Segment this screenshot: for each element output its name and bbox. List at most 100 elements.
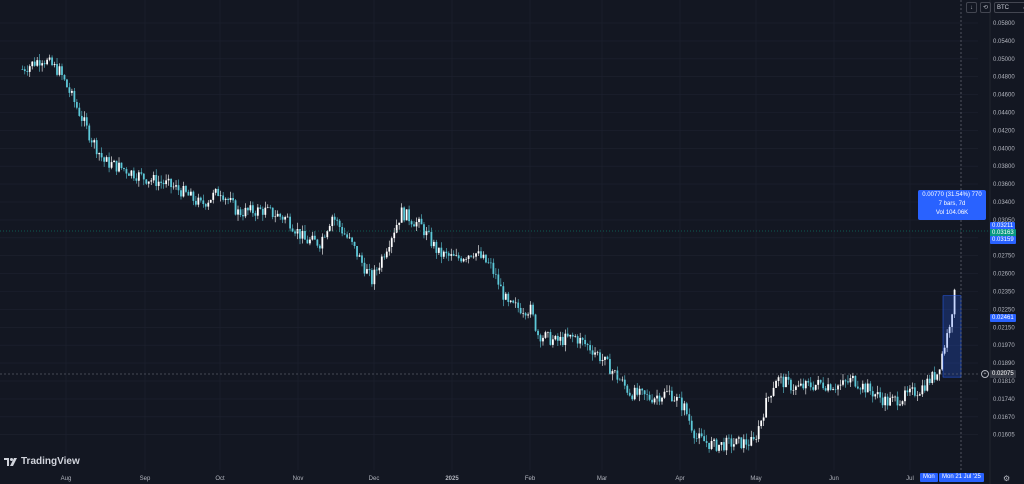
candle-body xyxy=(219,195,222,197)
y-tick-label: 0.03400 xyxy=(993,200,1015,206)
x-tick-label: Jun xyxy=(829,476,839,482)
candle-body xyxy=(901,401,904,405)
candle-body xyxy=(264,207,267,215)
x-tick-label: Jul xyxy=(906,476,914,482)
candle-body xyxy=(782,376,785,388)
candle-body xyxy=(465,258,468,260)
x-tick-label: Apr xyxy=(675,476,684,482)
candle-body xyxy=(88,125,91,141)
candle-body xyxy=(137,172,140,181)
candle-body xyxy=(556,335,559,341)
candle-body xyxy=(26,71,29,72)
candle-body xyxy=(31,61,34,67)
candle-body xyxy=(552,339,554,345)
candle-body xyxy=(609,358,611,375)
candle-body xyxy=(348,237,351,239)
settings-icon[interactable]: ⚙ xyxy=(1003,474,1011,483)
candle-body xyxy=(234,200,237,215)
candle-body xyxy=(120,162,123,169)
candle-body xyxy=(581,337,584,340)
tradingview-logo-icon xyxy=(4,457,17,466)
candle-body xyxy=(100,153,103,158)
candle-body xyxy=(720,442,723,445)
candle-body xyxy=(584,339,587,345)
candle-body xyxy=(93,140,96,143)
candle-body xyxy=(185,185,187,192)
candle-body xyxy=(576,336,579,344)
candle-body xyxy=(876,392,879,395)
candle-body xyxy=(204,204,207,207)
candle-body xyxy=(229,197,232,201)
candle-body xyxy=(328,226,331,232)
candle-body xyxy=(36,60,39,66)
candle-body xyxy=(108,157,110,168)
candle-body xyxy=(628,392,631,396)
y-tick-label: 0.03600 xyxy=(993,182,1015,188)
candle-body xyxy=(621,379,624,381)
price-tag-upper-c: 0.03159 xyxy=(990,236,1016,244)
candle-body xyxy=(928,378,931,384)
candle-body xyxy=(452,254,455,256)
candle-body xyxy=(415,222,418,227)
candle-body xyxy=(492,262,495,275)
candle-body xyxy=(646,394,649,395)
candle-body xyxy=(301,230,304,239)
candle-body xyxy=(162,182,165,185)
candle-body xyxy=(757,426,760,440)
candle-body xyxy=(723,442,725,451)
candle-body xyxy=(817,379,820,385)
candle-body xyxy=(809,382,812,388)
candle-body xyxy=(752,436,755,440)
add-alert-icon[interactable]: + xyxy=(981,370,989,378)
symbol-select[interactable]: BTC ⌄ xyxy=(994,2,1024,13)
y-tick-label: 0.02150 xyxy=(993,325,1015,331)
candle-body xyxy=(95,140,98,155)
candle-body xyxy=(653,398,656,403)
candle-body xyxy=(128,173,130,176)
candle-body xyxy=(366,269,368,274)
candle-body xyxy=(842,380,844,385)
candle-body xyxy=(477,251,480,254)
candle-body xyxy=(718,444,720,451)
candle-body xyxy=(457,255,460,259)
x-tick-label: Dec xyxy=(369,476,380,482)
candle-body xyxy=(378,267,381,271)
candle-body xyxy=(430,231,433,247)
download-icon[interactable]: ↓ xyxy=(966,2,977,13)
candle-body xyxy=(326,231,329,238)
candle-body xyxy=(336,219,339,221)
candle-body xyxy=(775,380,777,388)
candle-body xyxy=(237,209,239,215)
y-tick-label: 0.01970 xyxy=(993,343,1015,349)
candle-body xyxy=(948,326,951,334)
candle-body xyxy=(41,63,44,66)
candle-body xyxy=(167,178,170,181)
candle-body xyxy=(770,395,772,398)
x-tick-label: Mar xyxy=(597,476,607,482)
candle-body xyxy=(259,207,262,209)
candle-body xyxy=(371,270,373,285)
candle-body xyxy=(316,239,319,246)
candle-body xyxy=(844,380,847,382)
candle-body xyxy=(177,185,180,191)
candle-body xyxy=(802,383,805,389)
candle-body xyxy=(499,284,502,287)
candle-body xyxy=(807,381,810,383)
candle-body xyxy=(504,293,507,300)
y-tick-label: 0.02250 xyxy=(993,307,1015,313)
candle-body xyxy=(157,181,160,186)
candle-body xyxy=(440,247,443,257)
candle-body xyxy=(794,386,797,390)
candle-body xyxy=(916,395,919,397)
candle-body xyxy=(623,379,626,386)
candle-body xyxy=(589,345,591,351)
sync-icon[interactable]: ⟲ xyxy=(980,2,991,13)
candle-body xyxy=(266,207,269,208)
candle-body xyxy=(834,389,837,390)
candle-body xyxy=(894,396,896,398)
candle-body xyxy=(740,437,743,449)
y-tick-label: 0.05800 xyxy=(993,21,1015,27)
candle-body xyxy=(232,197,234,201)
candle-body xyxy=(529,304,532,315)
